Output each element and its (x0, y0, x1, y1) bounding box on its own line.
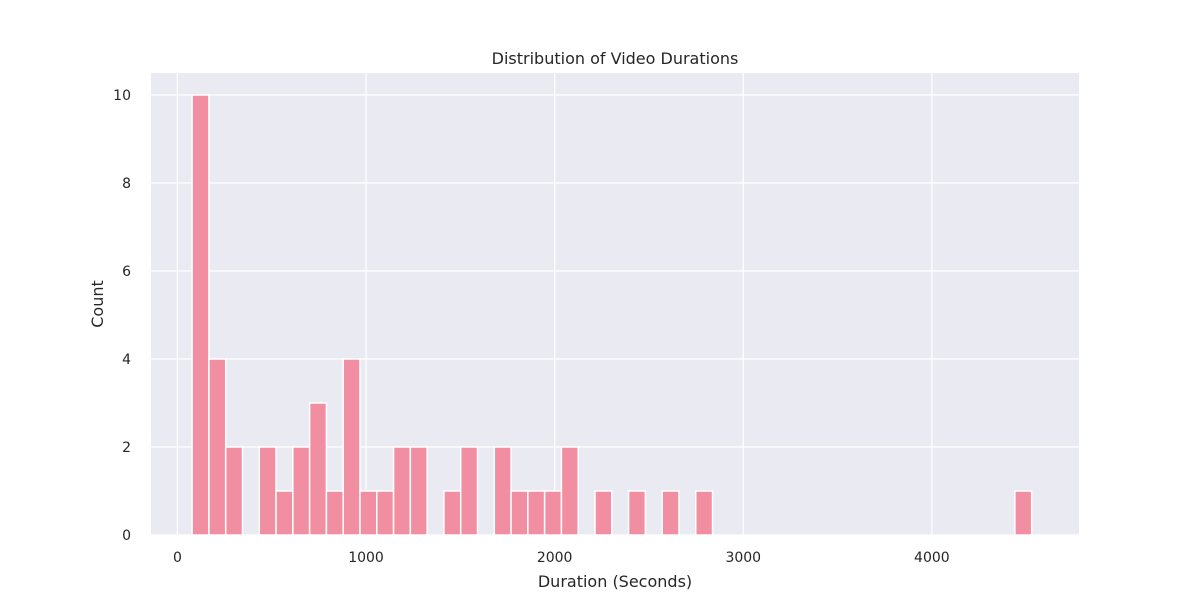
y-tick-label: 10 (113, 88, 131, 104)
histogram-bar (443, 490, 462, 536)
y-tick-label: 4 (122, 352, 131, 368)
histogram-bar (258, 446, 277, 536)
y-tick-label: 6 (122, 264, 131, 280)
x-tick-label: 4000 (914, 550, 950, 566)
histogram-bar (376, 490, 395, 536)
histogram-bar (1014, 490, 1033, 536)
histogram-bar (275, 490, 294, 536)
chart-title: Distribution of Video Durations (492, 49, 739, 68)
x-tick-label: 2000 (537, 550, 573, 566)
histogram-bar (493, 446, 512, 536)
x-tick-label: 0 (173, 550, 182, 566)
x-axis-label: Duration (Seconds) (538, 572, 692, 591)
histogram-bar (325, 490, 344, 536)
plot-area (151, 73, 1079, 535)
histogram-bars (191, 94, 1033, 536)
histogram-bar (627, 490, 647, 536)
histogram-bar (392, 446, 412, 536)
y-tick-label: 2 (122, 440, 131, 456)
histogram-bar (594, 490, 613, 536)
histogram-bar (342, 358, 361, 536)
histogram-bar (459, 446, 479, 536)
y-axis-ticks: 0 2 4 6 8 10 (113, 88, 131, 544)
histogram-bar (359, 490, 378, 536)
histogram-bar (409, 446, 428, 536)
x-axis-ticks: 0 1000 2000 3000 4000 (173, 550, 950, 566)
x-tick-label: 3000 (725, 550, 761, 566)
y-tick-label: 0 (122, 528, 131, 544)
histogram-bar (543, 490, 563, 536)
histogram-bar (224, 446, 244, 536)
histogram-bar (694, 490, 714, 536)
y-axis-label: Count (88, 280, 107, 328)
histogram-bar (308, 402, 328, 536)
histogram-bar (510, 490, 529, 536)
y-tick-label: 8 (122, 176, 131, 192)
histogram-bar (560, 446, 579, 536)
histogram-bar (661, 490, 680, 536)
histogram-bar (292, 446, 311, 536)
histogram-bar (191, 94, 210, 536)
histogram-bar (208, 358, 227, 536)
x-tick-label: 1000 (348, 550, 384, 566)
histogram-bar (527, 490, 546, 536)
